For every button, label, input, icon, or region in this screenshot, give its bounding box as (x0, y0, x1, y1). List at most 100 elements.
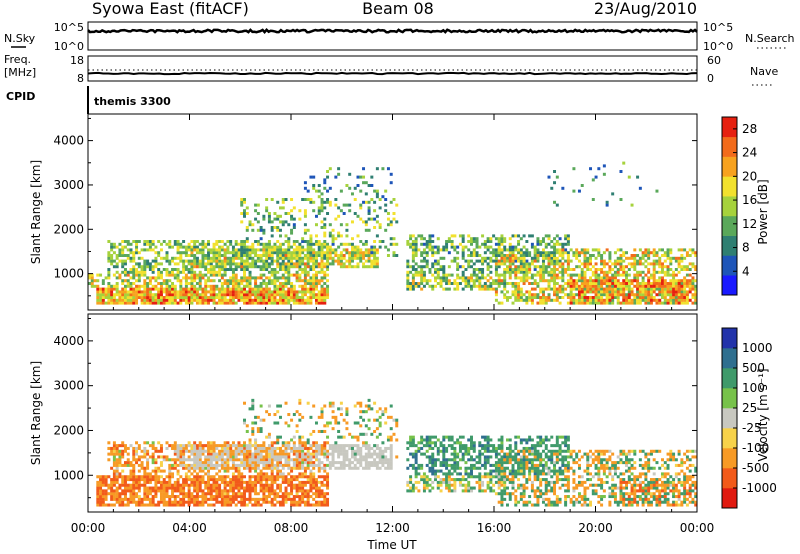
power-cell (522, 276, 526, 280)
power-cell (314, 223, 318, 227)
power-cell (107, 259, 111, 263)
velocity-cell (240, 452, 244, 456)
velocity-cell (135, 458, 139, 462)
velocity-cell (356, 421, 360, 425)
power-cell (276, 287, 280, 291)
power-cell (633, 293, 637, 297)
velocity-cell (132, 497, 136, 501)
power-cell (627, 296, 631, 299)
power-cell (287, 279, 291, 283)
power-cell (290, 290, 294, 294)
power-cell (314, 256, 318, 260)
power-cell (290, 245, 294, 249)
power-cell (176, 270, 180, 274)
power-cell (522, 256, 526, 260)
velocity-cell (331, 446, 335, 450)
velocity-cell (267, 483, 271, 487)
power-cell (636, 293, 640, 297)
power-cell (137, 265, 141, 269)
power-cell (126, 240, 130, 243)
velocity-cell (331, 410, 335, 414)
power-cell (281, 223, 285, 227)
velocity-cell (270, 475, 274, 479)
velocity-cell (276, 469, 280, 473)
power-cell (384, 203, 388, 207)
velocity-cell (359, 432, 363, 436)
power-cell (204, 254, 208, 257)
power-cell (173, 273, 177, 277)
velocity-cell (270, 463, 274, 467)
velocity-cell (179, 444, 183, 448)
velocity-cell (215, 463, 219, 467)
power-cell (486, 265, 490, 269)
power-cell (522, 254, 526, 257)
power-cell (555, 234, 559, 238)
power-cell (456, 276, 460, 280)
velocity-cell (173, 441, 177, 445)
power-cell (633, 276, 637, 280)
power-cell (187, 276, 191, 280)
power-cell (251, 262, 255, 266)
velocity-cell (276, 441, 280, 445)
power-cell (547, 242, 551, 246)
power-cell (694, 296, 698, 299)
power-cell (267, 290, 271, 294)
power-cell (182, 270, 186, 274)
velocity-cell (284, 495, 288, 499)
power-cell (661, 279, 664, 283)
power-cell (248, 298, 252, 302)
velocity-cell (168, 458, 172, 462)
power-cell (323, 290, 327, 294)
power-cell (115, 265, 119, 269)
power-cell (486, 237, 490, 241)
velocity-cell (212, 478, 216, 482)
velocity-cell (237, 495, 241, 499)
power-cell (248, 273, 252, 277)
power-cell (553, 290, 557, 294)
power-cell (652, 287, 656, 291)
velocity-cell (373, 444, 377, 448)
power-cell (616, 290, 620, 294)
power-cell (602, 164, 606, 168)
power-cell (630, 265, 634, 269)
power-cell (240, 248, 244, 252)
power-cell (123, 293, 127, 297)
velocity-cell (292, 497, 296, 501)
power-cell (608, 254, 612, 257)
power-cell (126, 293, 130, 297)
power-cell (270, 273, 274, 277)
power-cell (229, 265, 233, 269)
velocity-cell (179, 483, 183, 487)
power-cell (295, 262, 299, 266)
power-cell (231, 298, 235, 302)
power-cell (182, 298, 186, 302)
power-cell (514, 270, 518, 274)
power-cell (666, 248, 670, 252)
velocity-cell (331, 458, 335, 462)
velocity-cell (248, 469, 252, 473)
power-cell (616, 248, 620, 252)
power-cell (508, 259, 512, 263)
velocity-cell (295, 486, 299, 490)
power-cell (126, 279, 130, 283)
power-cell (201, 265, 205, 269)
power-cell (666, 265, 670, 269)
power-cell (525, 276, 529, 280)
power-cell (569, 293, 573, 297)
power-cell (633, 248, 637, 252)
power-cell (627, 175, 631, 179)
power-cell (350, 242, 354, 246)
power-cell (306, 259, 310, 263)
velocity-cell (182, 466, 186, 470)
power-cell (680, 256, 684, 260)
power-cell (326, 287, 330, 291)
velocity-cell (265, 478, 269, 482)
power-cell (445, 276, 449, 280)
power-cell (184, 254, 188, 257)
velocity-cell (151, 475, 155, 479)
power-cell (270, 301, 274, 305)
velocity-cell (389, 463, 393, 467)
velocity-cell (176, 463, 180, 467)
power-cell (231, 270, 235, 274)
velocity-cell (334, 446, 338, 450)
